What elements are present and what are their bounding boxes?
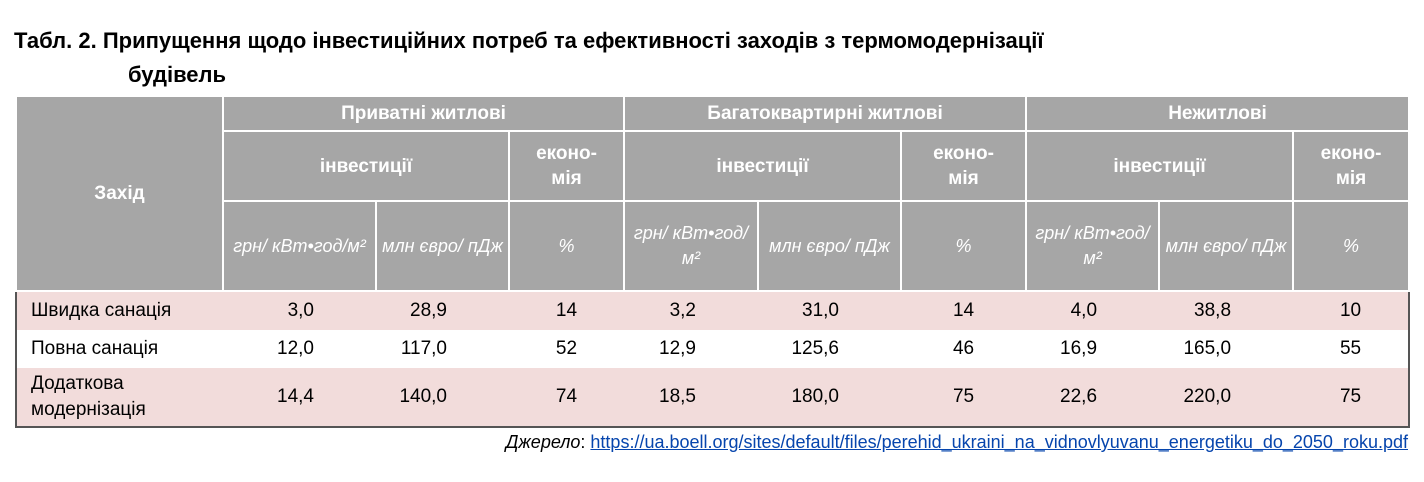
unit-cell: млн євро/ пДж [757, 200, 902, 292]
table-cell: 52 [555, 338, 578, 359]
header-cell: Приватні житлові [222, 95, 625, 132]
table-cell: 46 [952, 338, 975, 359]
header-cell: інвестиції [222, 130, 510, 202]
unit-cell: % [1292, 200, 1411, 292]
table-header: Захід Приватні житлові Багатоквартирні жит… [15, 95, 1411, 292]
table: Захід Приватні житлові Багатоквартирні жит… [15, 95, 1411, 428]
header-cell: інвестиції [623, 130, 902, 202]
table-cell: 14 [901, 291, 1027, 330]
table-cell: 18,5 [624, 368, 758, 427]
title: Табл. 2. Припущення щодо інвестиційних п… [14, 24, 1044, 92]
header-cell: інвестиції [1025, 130, 1295, 202]
table-cell: 125,6 [791, 338, 839, 359]
unit-cell: % [899, 200, 1028, 292]
title-line: Табл. 2. Припущення щодо інвестиційних п… [14, 28, 1044, 53]
header-cell: еконо-мія [508, 130, 625, 202]
table-cell: 3,2 [624, 291, 758, 330]
table-cell: 75 [901, 368, 1027, 427]
header-text: еконо-мія [536, 143, 597, 189]
header-text: еконо-мія [933, 143, 994, 189]
table-cell: 22,6 [1026, 368, 1160, 427]
table-cell: 74 [509, 368, 624, 427]
header-row: Захід Приватні житлові Багатоквартирні жит… [15, 95, 1411, 292]
table-cell: 75 [1293, 368, 1410, 427]
table-cell: 3,0 [223, 291, 376, 330]
table-cell: 220,0 [1159, 368, 1294, 427]
source-link[interactable]: https://ua.boell.org/sites/default/files… [590, 432, 1408, 452]
table-cell: 12,9 [659, 338, 696, 359]
table-cell: 10 [1293, 291, 1410, 330]
table-cell: 140,0 [376, 368, 509, 427]
table-cell: 14 [509, 291, 624, 330]
unit-cell: млн євро/ пДж [1158, 200, 1295, 292]
header-row: інвестиції еконо-мія інвестиції еконо-мія ін… [16, 130, 1411, 202]
header-cell: Захід [15, 95, 224, 292]
unit-cell: % [508, 200, 625, 292]
row-label: Швидка санація [16, 291, 223, 330]
table-cell: 180,0 [758, 368, 901, 427]
table-cell: 31,0 [758, 291, 901, 330]
row-label: Повна санація [31, 338, 159, 359]
header-cell: еконо-мія [899, 130, 1028, 202]
table-cell: 16,9 [1060, 338, 1098, 359]
unit-cell: грн/ кВт•год/ м² [1025, 200, 1161, 292]
row-label: Додаткова модернізація [16, 368, 223, 427]
table-cell: 12,0 [277, 338, 314, 359]
source: Джерело: https://ua.boell.org/sites/defa… [505, 432, 1408, 452]
header-cell: еконо-мія [1292, 130, 1411, 202]
header-cell: Багатоквартирні житлові [622, 95, 1028, 132]
table-cell: 38,8 [1159, 291, 1294, 330]
header-text: еконо-мія [1320, 143, 1382, 189]
unit-cell: млн євро/ пДж [375, 200, 510, 292]
table-cell: 55 [1339, 338, 1362, 359]
table-cell: 165,0 [1183, 338, 1232, 359]
header-row: грн/ кВт•год/м² млн євро/ пДж% грн/ кВт•го… [16, 200, 1411, 292]
unit-cell: грн/ кВт•год/м² [222, 200, 377, 292]
table-row: Додаткова модернізація 14,4 140,0 74 18,5 180… [16, 368, 1410, 427]
unit-cell: грн/ кВт•год/ м² [623, 200, 759, 292]
table-cell: 117,0 [400, 338, 447, 359]
table-body: Швидка санація 3,0 28,9 14 3,2 31,0 14 4,0 38,8 1… [16, 291, 1410, 427]
table-cell: 28,9 [376, 291, 509, 330]
table-row: Повна санація 12,0 117,0 52 12,9 125,6 46 16,9 1… [16, 330, 1409, 368]
title-line: будівель [128, 62, 227, 87]
table-cell: 4,0 [1026, 291, 1160, 330]
table-row: Швидка санація 3,0 28,9 14 3,2 31,0 14 4,0 38,8 1… [16, 291, 1410, 330]
table-cell: 14,4 [223, 368, 376, 427]
header-cell: Нежитлові [1025, 95, 1411, 132]
source-label: Джерело [505, 432, 581, 452]
